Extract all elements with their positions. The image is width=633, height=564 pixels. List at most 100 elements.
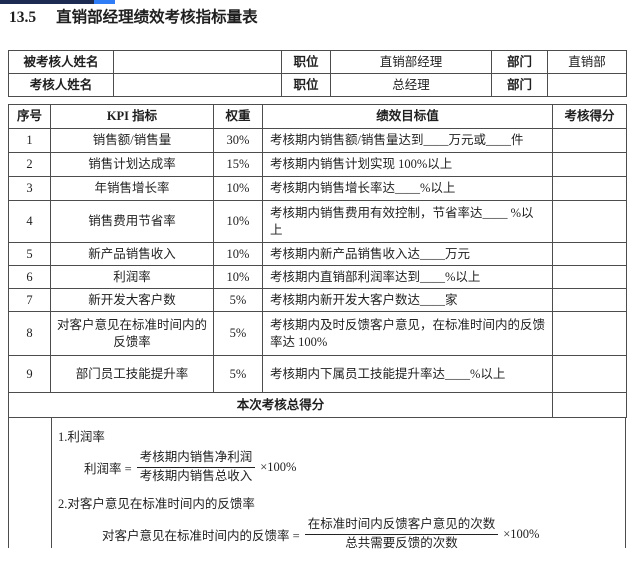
- score-cell: [552, 128, 627, 153]
- score-cell: [552, 265, 627, 289]
- header-weight: 权重: [213, 104, 263, 129]
- weight-cell: 5%: [213, 288, 263, 312]
- position-value: 直销部经理: [330, 50, 492, 74]
- target-cell: 考核期内及时反馈客户意见，在标准时间内的反馈率达 100%: [262, 311, 553, 356]
- score-cell: [552, 288, 627, 312]
- kpi-row: 4 销售费用节省率 10% 考核期内销售费用有效控制，节省率达____ %以上: [8, 200, 627, 243]
- row-no-cell: 1: [8, 128, 51, 153]
- dept-label: 部门: [491, 73, 548, 97]
- accent-bar: [0, 0, 115, 4]
- kpi-row: 1 销售额/销售量 30% 考核期内销售额/销售量达到____万元或____件: [8, 128, 627, 153]
- score-cell: [552, 311, 627, 356]
- formula-2-label: 2.对客户意见在标准时间内的反馈率: [58, 497, 255, 511]
- kpi-row: 7 新开发大客户数 5% 考核期内新开发大客户数达____家: [8, 288, 627, 312]
- formula-1-denominator: 考核期内销售总收入: [139, 468, 253, 483]
- formula-2-fraction: 在标准时间内反馈客户意见的次数 总共需要反馈的次数: [304, 516, 499, 552]
- kpi-name-cell: 销售额/销售量: [50, 128, 214, 153]
- header-score: 考核得分: [552, 104, 627, 129]
- dept-label: 部门: [491, 50, 548, 74]
- row-no-cell: 6: [8, 265, 51, 289]
- position-value: 总经理: [330, 73, 492, 97]
- kpi-name-cell: 新产品销售收入: [50, 242, 214, 266]
- score-cell: [552, 355, 627, 393]
- header-no: 序号: [8, 104, 51, 129]
- kpi-row: 9 部门员工技能提升率 5% 考核期内下属员工技能提升率达____%以上: [8, 355, 627, 393]
- weight-cell: 10%: [213, 242, 263, 266]
- target-cell: 考核期内下属员工技能提升率达____%以上: [262, 355, 553, 393]
- assessee-name-value-cell: [113, 50, 282, 74]
- formula-1: 利润率 = 考核期内销售净利润 考核期内销售总收入 ×100%: [84, 449, 617, 485]
- score-cell: [552, 200, 627, 243]
- row-no-cell: 3: [8, 176, 51, 201]
- total-score-row: 本次考核总得分: [8, 392, 627, 418]
- assessee-info-table: 被考核人姓名 职位 直销部经理 部门 直销部 考核人姓名 职位 总经理 部门: [8, 50, 627, 97]
- total-score-label: 本次考核总得分: [8, 392, 553, 418]
- target-cell: 考核期内直销部利润率达到____%以上: [262, 265, 553, 289]
- weight-cell: 30%: [213, 128, 263, 153]
- kpi-name-cell: 利润率: [50, 265, 214, 289]
- weight-cell: 10%: [213, 265, 263, 289]
- target-cell: 考核期内新开发大客户数达____家: [262, 288, 553, 312]
- formula-2-denominator: 总共需要反馈的次数: [345, 535, 458, 550]
- kpi-table: 序号 KPI 指标 权重 绩效目标值 考核得分 1 销售额/销售量 30% 考核…: [8, 104, 627, 418]
- position-label: 职位: [281, 50, 331, 74]
- weight-cell: 10%: [213, 176, 263, 201]
- row-no-cell: 7: [8, 288, 51, 312]
- formula-spacer-cell: [9, 417, 52, 548]
- kpi-row: 6 利润率 10% 考核期内直销部利润率达到____%以上: [8, 265, 627, 289]
- header-target: 绩效目标值: [262, 104, 553, 129]
- formula-notes-section: 1.利润率 利润率 = 考核期内销售净利润 考核期内销售总收入 ×100% 2.…: [8, 417, 626, 550]
- assessor-name-label: 考核人姓名: [8, 73, 114, 97]
- target-cell: 考核期内销售增长率达____%以上: [262, 176, 553, 201]
- page-title: 13.5 直销部经理绩效考核指标量表: [9, 5, 258, 27]
- kpi-header-row: 序号 KPI 指标 权重 绩效目标值 考核得分: [8, 104, 627, 129]
- assessor-row: 考核人姓名 职位 总经理 部门: [8, 73, 627, 97]
- formula-1-label: 1.利润率: [58, 430, 105, 444]
- kpi-name-cell: 部门员工技能提升率: [50, 355, 214, 393]
- score-cell: [552, 152, 627, 177]
- kpi-row: 8 对客户意见在标准时间内的反馈率 5% 考核期内及时反馈客户意见，在标准时间内…: [8, 311, 627, 356]
- section-number: 13.5: [9, 9, 37, 26]
- dept-value: [547, 73, 627, 97]
- target-cell: 考核期内销售费用有效控制，节省率达____ %以上: [262, 200, 553, 243]
- formula-2-lhs: 对客户意见在标准时间内的反馈率 =: [102, 528, 300, 543]
- weight-cell: 15%: [213, 152, 263, 177]
- target-cell: 考核期内销售额/销售量达到____万元或____件: [262, 128, 553, 153]
- row-no-cell: 4: [8, 200, 51, 243]
- formula-content: 1.利润率 利润率 = 考核期内销售净利润 考核期内销售总收入 ×100% 2.…: [52, 417, 625, 550]
- target-cell: 考核期内销售计划实现 100%以上: [262, 152, 553, 177]
- row-no-cell: 5: [8, 242, 51, 266]
- position-label: 职位: [281, 73, 331, 97]
- weight-cell: 5%: [213, 355, 263, 393]
- kpi-row: 3 年销售增长率 10% 考核期内销售增长率达____%以上: [8, 176, 627, 201]
- weight-cell: 5%: [213, 311, 263, 356]
- kpi-name-cell: 对客户意见在标准时间内的反馈率: [50, 311, 214, 356]
- formula-1-numerator: 考核期内销售净利润: [136, 449, 256, 468]
- kpi-row: 5 新产品销售收入 10% 考核期内新产品销售收入达____万元: [8, 242, 627, 266]
- score-cell: [552, 242, 627, 266]
- assessee-row: 被考核人姓名 职位 直销部经理 部门 直销部: [8, 50, 627, 74]
- formula-1-suffix: ×100%: [260, 459, 297, 474]
- assessee-name-label: 被考核人姓名: [8, 50, 114, 74]
- formula-1-lhs: 利润率 =: [84, 461, 132, 476]
- kpi-name-cell: 销售计划达成率: [50, 152, 214, 177]
- row-no-cell: 8: [8, 311, 51, 356]
- kpi-row: 2 销售计划达成率 15% 考核期内销售计划实现 100%以上: [8, 152, 627, 177]
- formula-1-fraction: 考核期内销售净利润 考核期内销售总收入: [136, 449, 256, 485]
- kpi-name-cell: 年销售增长率: [50, 176, 214, 201]
- assessor-name-value-cell: [113, 73, 282, 97]
- score-cell: [552, 176, 627, 201]
- dept-value: 直销部: [547, 50, 627, 74]
- weight-cell: 10%: [213, 200, 263, 243]
- target-cell: 考核期内新产品销售收入达____万元: [262, 242, 553, 266]
- formula-2: 对客户意见在标准时间内的反馈率 = 在标准时间内反馈客户意见的次数 总共需要反馈…: [102, 516, 617, 552]
- formula-2-suffix: ×100%: [503, 526, 540, 541]
- row-no-cell: 2: [8, 152, 51, 177]
- total-score-cell: [552, 392, 627, 418]
- section-title-text: 直销部经理绩效考核指标量表: [56, 9, 258, 26]
- header-kpi: KPI 指标: [50, 104, 214, 129]
- row-no-cell: 9: [8, 355, 51, 393]
- kpi-name-cell: 新开发大客户数: [50, 288, 214, 312]
- formula-2-numerator: 在标准时间内反馈客户意见的次数: [304, 516, 499, 535]
